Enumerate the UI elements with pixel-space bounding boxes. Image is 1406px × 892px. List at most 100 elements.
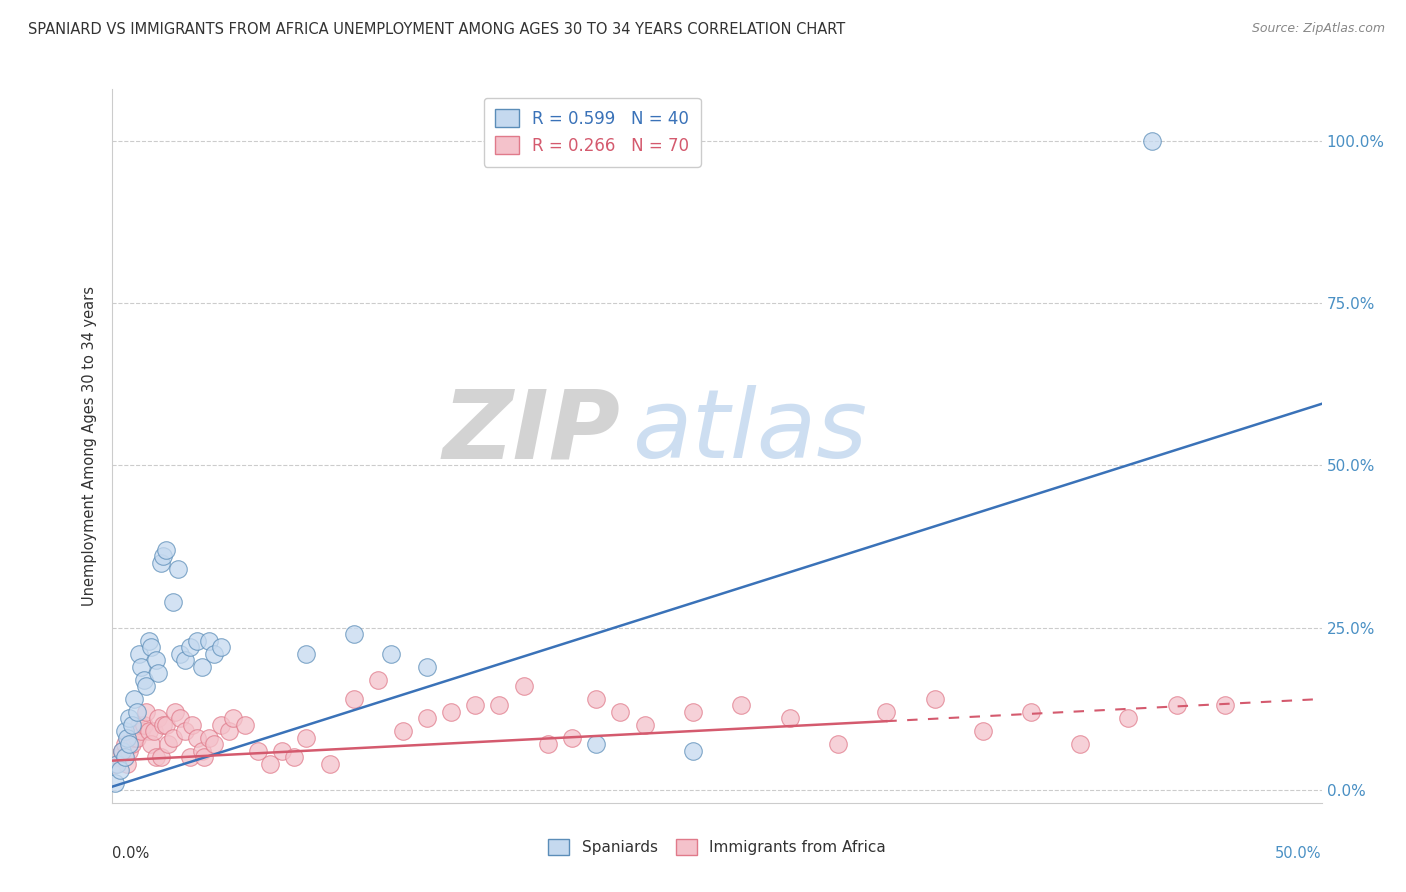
- Point: [131, 724, 153, 739]
- Point: [537, 738, 560, 752]
- Point: [162, 595, 184, 609]
- Point: [380, 647, 402, 661]
- Point: [111, 744, 134, 758]
- Point: [193, 750, 215, 764]
- Point: [181, 718, 204, 732]
- Text: 50.0%: 50.0%: [1275, 846, 1322, 861]
- Point: [440, 705, 463, 719]
- Point: [343, 692, 366, 706]
- Point: [488, 698, 510, 713]
- Point: [198, 633, 221, 648]
- Point: [235, 718, 257, 732]
- Point: [972, 724, 994, 739]
- Text: ZIP: ZIP: [443, 385, 620, 478]
- Point: [191, 659, 214, 673]
- Point: [609, 705, 631, 719]
- Point: [118, 711, 141, 725]
- Text: Source: ZipAtlas.com: Source: ZipAtlas.com: [1251, 22, 1385, 36]
- Point: [122, 692, 145, 706]
- Point: [138, 724, 160, 739]
- Point: [1213, 698, 1236, 713]
- Point: [105, 756, 128, 771]
- Point: [283, 750, 305, 764]
- Point: [259, 756, 281, 771]
- Point: [416, 659, 439, 673]
- Point: [1069, 738, 1091, 752]
- Point: [157, 738, 180, 752]
- Point: [145, 750, 167, 764]
- Point: [125, 731, 148, 745]
- Point: [924, 692, 946, 706]
- Point: [585, 738, 607, 752]
- Point: [132, 718, 155, 732]
- Point: [135, 679, 157, 693]
- Point: [512, 679, 534, 693]
- Point: [1166, 698, 1188, 713]
- Point: [121, 738, 143, 752]
- Point: [391, 724, 413, 739]
- Point: [142, 724, 165, 739]
- Point: [682, 705, 704, 719]
- Point: [114, 750, 136, 764]
- Point: [141, 738, 163, 752]
- Point: [141, 640, 163, 654]
- Y-axis label: Unemployment Among Ages 30 to 34 years: Unemployment Among Ages 30 to 34 years: [82, 286, 97, 606]
- Point: [152, 549, 174, 564]
- Point: [148, 711, 170, 725]
- Point: [198, 731, 221, 745]
- Point: [114, 750, 136, 764]
- Point: [104, 776, 127, 790]
- Point: [149, 750, 172, 764]
- Point: [155, 718, 177, 732]
- Point: [209, 640, 232, 654]
- Point: [295, 731, 318, 745]
- Point: [162, 731, 184, 745]
- Point: [149, 556, 172, 570]
- Point: [165, 705, 187, 719]
- Point: [145, 653, 167, 667]
- Point: [104, 756, 127, 771]
- Point: [128, 718, 150, 732]
- Point: [128, 647, 150, 661]
- Point: [218, 724, 240, 739]
- Point: [114, 738, 136, 752]
- Point: [319, 756, 342, 771]
- Point: [179, 640, 201, 654]
- Text: SPANIARD VS IMMIGRANTS FROM AFRICA UNEMPLOYMENT AMONG AGES 30 TO 34 YEARS CORREL: SPANIARD VS IMMIGRANTS FROM AFRICA UNEMP…: [28, 22, 845, 37]
- Point: [115, 756, 138, 771]
- Point: [202, 738, 225, 752]
- Point: [169, 711, 191, 725]
- Point: [118, 744, 141, 758]
- Legend: Spaniards, Immigrants from Africa: Spaniards, Immigrants from Africa: [540, 831, 894, 863]
- Text: 0.0%: 0.0%: [112, 846, 149, 861]
- Point: [108, 750, 131, 764]
- Point: [779, 711, 801, 725]
- Point: [1142, 134, 1164, 148]
- Point: [633, 718, 655, 732]
- Point: [152, 718, 174, 732]
- Point: [209, 718, 232, 732]
- Point: [122, 731, 145, 745]
- Point: [561, 731, 583, 745]
- Point: [179, 750, 201, 764]
- Point: [174, 653, 197, 667]
- Point: [148, 666, 170, 681]
- Point: [191, 744, 214, 758]
- Point: [131, 659, 153, 673]
- Point: [416, 711, 439, 725]
- Point: [121, 718, 143, 732]
- Point: [1021, 705, 1043, 719]
- Point: [343, 627, 366, 641]
- Point: [246, 744, 269, 758]
- Point: [105, 750, 128, 764]
- Point: [132, 673, 155, 687]
- Point: [118, 738, 141, 752]
- Point: [585, 692, 607, 706]
- Point: [270, 744, 292, 758]
- Point: [682, 744, 704, 758]
- Point: [111, 744, 134, 758]
- Point: [295, 647, 318, 661]
- Point: [464, 698, 486, 713]
- Point: [174, 724, 197, 739]
- Point: [114, 724, 136, 739]
